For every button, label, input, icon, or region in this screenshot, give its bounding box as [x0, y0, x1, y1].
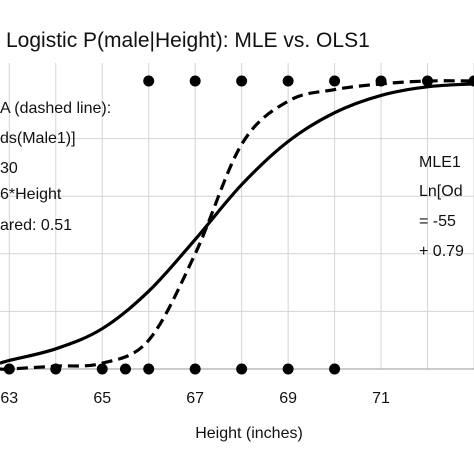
female-observation-point — [282, 363, 294, 375]
observation-points — [3, 75, 474, 375]
grid — [0, 63, 474, 370]
male-observation-point — [282, 75, 294, 87]
male-observation-point — [236, 75, 248, 87]
female-observation-point — [143, 363, 155, 375]
female-observation-point — [236, 363, 248, 375]
ols-annotation-line-3: 30 — [0, 160, 18, 177]
ols-annotation-line-1: A (dashed line): — [0, 100, 111, 117]
x-tick-label: 67 — [186, 390, 204, 407]
female-observation-point — [119, 363, 131, 375]
x-ticks: 63 65 67 69 71 — [0, 390, 390, 407]
ols-annotation: A (dashed line): ds(Male1)] 30 6*Height … — [0, 100, 111, 234]
chart-title: Logistic P(male|Height): MLE vs. OLS1 — [6, 29, 370, 52]
x-axis-label: Height (inches) — [195, 425, 303, 442]
male-observation-point — [189, 75, 201, 87]
x-tick-label: 65 — [93, 390, 111, 407]
mle-annotation-line-2: Ln[Od — [419, 183, 463, 200]
mle-annotation-line-4: + 0.79 — [419, 243, 464, 260]
female-observation-point — [329, 363, 341, 375]
male-observation-point — [422, 75, 434, 87]
mle-solid-line — [0, 82, 474, 365]
female-observation-point — [3, 363, 15, 375]
male-observation-point — [375, 75, 387, 87]
male-observation-point — [329, 75, 341, 87]
ols-annotation-line-5: ared: 0.51 — [0, 217, 72, 234]
mle-annotation-line-1: MLE1 — [419, 154, 461, 171]
x-tick-label: 63 — [0, 390, 18, 407]
female-observation-point — [50, 363, 62, 375]
male-observation-point — [143, 75, 155, 87]
x-tick-label: 71 — [372, 390, 390, 407]
female-observation-point — [96, 363, 108, 375]
mle-annotation: MLE1 Ln[Od = -55 + 0.79 — [419, 154, 464, 260]
mle-annotation-line-3: = -55 — [419, 213, 456, 230]
x-tick-label: 69 — [279, 390, 297, 407]
female-observation-point — [189, 363, 201, 375]
ols-annotation-line-2: ds(Male1)] — [0, 130, 76, 147]
male-observation-point — [468, 75, 474, 87]
ols-annotation-line-4: 6*Height — [0, 186, 62, 203]
